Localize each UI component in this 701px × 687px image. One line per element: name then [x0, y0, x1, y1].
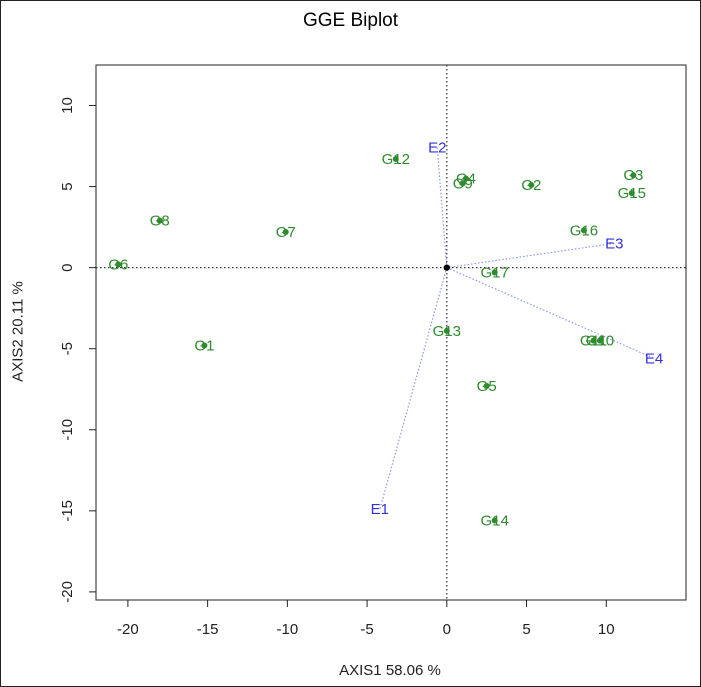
genotype-point-g10	[596, 337, 603, 344]
genotype-label-g1: G1	[194, 337, 214, 354]
vector-e3	[446, 242, 615, 269]
y-tick-label: 10	[59, 97, 76, 114]
genotype-point-g13	[443, 327, 450, 334]
genotype-point-g11	[590, 337, 597, 344]
genotype-label-g12: G12	[382, 151, 410, 168]
y-tick-label: -10	[59, 419, 76, 441]
genotype-point-g5	[483, 383, 490, 389]
environment-label-e1: E1	[371, 501, 389, 518]
vector-e1	[379, 267, 448, 510]
x-tick-label: 10	[598, 621, 615, 638]
axis-ticks: -20 -15 -10 -5 0 5 10 -20 -15 -10 -5 0 5 10	[59, 97, 615, 638]
x-tick-label: -15	[197, 621, 219, 638]
vector-e2	[436, 147, 448, 268]
genotype-label-g5: G5	[477, 378, 497, 395]
plot-area	[95, 64, 687, 601]
x-tick-label: 0	[443, 621, 451, 638]
genotype-point-g12	[392, 156, 399, 163]
x-tick-label: 5	[522, 621, 530, 638]
genotype-points: G1G2G3G4G5G6G7G8G9G10G11G12G13G14G15G16G…	[108, 151, 646, 530]
vector-e4	[446, 267, 655, 359]
genotype-label-g7: G7	[276, 224, 296, 241]
genotype-label-g11: G11	[580, 333, 607, 350]
genotype-label-g14: G14	[480, 513, 508, 530]
genotype-label-g13: G13	[433, 323, 461, 340]
x-tick-label: -5	[360, 621, 373, 638]
genotype-point-g16	[580, 227, 587, 234]
environment-vectors	[379, 147, 655, 510]
genotype-point-g8	[156, 217, 163, 224]
genotype-point-g15	[628, 190, 635, 197]
environment-label-e2: E2	[428, 140, 446, 157]
x-tick-label: -20	[117, 621, 139, 638]
genotype-point-g7	[282, 228, 289, 235]
genotype-point-g3	[630, 172, 637, 179]
environment-label-e3: E3	[605, 235, 623, 252]
genotype-point-g6	[115, 261, 122, 268]
genotype-label-g17: G17	[480, 265, 508, 282]
y-tick-label: 0	[59, 263, 76, 271]
genotype-label-g3: G3	[623, 167, 643, 184]
genotype-point-g2	[528, 181, 535, 188]
genotype-label-g16: G16	[570, 222, 598, 239]
x-axis-label: AXIS1 58.06 %	[339, 662, 441, 679]
x-tick-label: -10	[277, 621, 299, 638]
chart-title: GGE Biplot	[302, 10, 399, 31]
genotype-label-g9: G9	[453, 175, 473, 192]
genotype-label-g2: G2	[521, 177, 541, 194]
y-tick-label: -5	[59, 342, 76, 355]
y-tick-label: 5	[59, 182, 76, 190]
environment-label-e4: E4	[645, 350, 663, 367]
genotype-label-g8: G8	[150, 213, 170, 230]
environment-labels: E1 E2 E3 E4	[371, 140, 664, 519]
genotype-point-g9	[459, 180, 466, 187]
genotype-label-g6: G6	[108, 256, 128, 273]
y-tick-label: -15	[59, 500, 76, 522]
genotype-point-g4	[462, 175, 469, 182]
y-tick-label: -20	[59, 581, 76, 603]
genotype-point-g14	[491, 517, 498, 524]
genotype-point-g1	[201, 342, 208, 349]
genotype-point-g17	[491, 269, 498, 276]
genotype-label-g10: G10	[586, 333, 614, 350]
origin-point	[443, 264, 451, 271]
genotype-label-g15: G15	[618, 185, 646, 202]
reference-lines	[96, 65, 686, 600]
